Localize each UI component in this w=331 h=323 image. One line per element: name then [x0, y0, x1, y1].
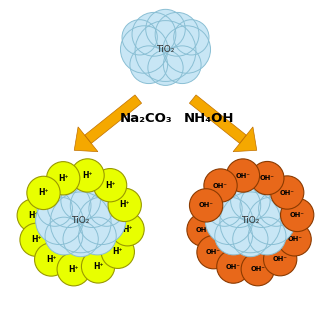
Text: H⁺: H⁺	[113, 247, 123, 256]
Text: H⁺: H⁺	[28, 211, 39, 220]
Text: TiO₂: TiO₂	[71, 216, 90, 225]
Text: OH⁻: OH⁻	[213, 182, 228, 189]
Circle shape	[146, 9, 185, 49]
Circle shape	[251, 162, 284, 195]
Circle shape	[197, 235, 230, 269]
Text: H⁺: H⁺	[119, 200, 130, 209]
Text: H⁺: H⁺	[122, 225, 133, 234]
Circle shape	[263, 243, 297, 276]
Circle shape	[71, 159, 104, 192]
Circle shape	[132, 12, 176, 56]
Circle shape	[259, 191, 294, 226]
Text: H⁺: H⁺	[38, 188, 49, 197]
Circle shape	[163, 26, 211, 73]
Circle shape	[231, 181, 270, 220]
Circle shape	[164, 46, 201, 84]
Text: Na₂CO₃: Na₂CO₃	[120, 112, 172, 125]
Circle shape	[205, 197, 253, 245]
Circle shape	[20, 223, 53, 256]
Circle shape	[155, 12, 199, 56]
Circle shape	[189, 189, 223, 222]
Text: H⁺: H⁺	[31, 235, 42, 244]
Circle shape	[36, 197, 83, 245]
Circle shape	[187, 213, 220, 246]
Circle shape	[78, 217, 116, 255]
Circle shape	[122, 20, 157, 55]
Circle shape	[70, 184, 114, 227]
Circle shape	[278, 223, 311, 256]
Circle shape	[148, 50, 183, 85]
Circle shape	[47, 184, 91, 227]
Text: OH⁻: OH⁻	[260, 175, 275, 181]
Circle shape	[101, 235, 134, 268]
Circle shape	[34, 243, 68, 276]
Circle shape	[241, 253, 274, 286]
Circle shape	[108, 188, 141, 222]
Text: TiO₂: TiO₂	[156, 45, 175, 54]
Circle shape	[45, 217, 83, 255]
Circle shape	[174, 20, 209, 55]
Text: OH⁻: OH⁻	[236, 172, 250, 179]
Circle shape	[248, 217, 286, 255]
Circle shape	[217, 184, 261, 227]
Circle shape	[248, 197, 295, 245]
Circle shape	[120, 26, 168, 73]
Circle shape	[280, 198, 314, 232]
Circle shape	[226, 159, 260, 192]
Circle shape	[217, 250, 250, 283]
Circle shape	[57, 253, 90, 286]
Text: OH⁻: OH⁻	[250, 266, 265, 272]
Text: H⁺: H⁺	[93, 262, 103, 271]
Circle shape	[207, 191, 242, 226]
Text: OH⁻: OH⁻	[273, 256, 288, 262]
Text: H⁺: H⁺	[105, 181, 115, 190]
Polygon shape	[189, 95, 246, 143]
Circle shape	[27, 176, 60, 210]
Circle shape	[135, 21, 196, 81]
Circle shape	[220, 192, 281, 253]
Circle shape	[47, 162, 80, 195]
Circle shape	[215, 217, 253, 255]
Polygon shape	[74, 127, 98, 152]
Text: H⁺: H⁺	[46, 255, 57, 264]
Text: OH⁻: OH⁻	[199, 202, 213, 208]
Circle shape	[17, 199, 50, 232]
Text: NH₄OH: NH₄OH	[183, 112, 234, 125]
Circle shape	[63, 222, 98, 257]
Circle shape	[240, 184, 284, 227]
Text: OH⁻: OH⁻	[290, 212, 305, 218]
Polygon shape	[85, 95, 142, 143]
Text: TiO₂: TiO₂	[241, 216, 260, 225]
Text: H⁺: H⁺	[69, 265, 79, 274]
Circle shape	[204, 169, 237, 202]
Polygon shape	[233, 127, 257, 152]
Text: OH⁻: OH⁻	[280, 190, 295, 195]
Circle shape	[89, 191, 124, 226]
Circle shape	[93, 169, 127, 202]
Circle shape	[78, 197, 126, 245]
Text: H⁺: H⁺	[82, 171, 93, 180]
Text: OH⁻: OH⁻	[226, 264, 241, 270]
Circle shape	[61, 181, 100, 220]
Circle shape	[50, 192, 111, 253]
Circle shape	[37, 191, 72, 226]
Circle shape	[233, 222, 268, 257]
Text: OH⁻: OH⁻	[206, 249, 221, 255]
Circle shape	[81, 250, 115, 283]
Circle shape	[130, 46, 167, 84]
Text: OH⁻: OH⁻	[287, 236, 302, 242]
Text: H⁺: H⁺	[58, 174, 69, 183]
Circle shape	[270, 176, 304, 209]
Circle shape	[111, 213, 144, 246]
Text: OH⁻: OH⁻	[196, 227, 211, 233]
